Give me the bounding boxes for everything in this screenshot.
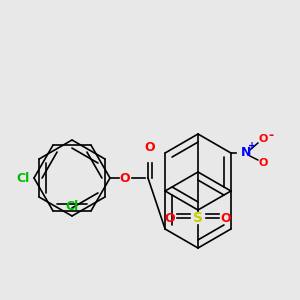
Text: O: O (145, 141, 155, 154)
Text: N: N (241, 146, 251, 160)
Text: O: O (165, 212, 175, 224)
Text: Cl: Cl (65, 200, 79, 213)
Text: O: O (120, 172, 130, 184)
Text: S: S (193, 211, 203, 225)
Text: Cl: Cl (17, 172, 30, 184)
Text: -: - (268, 128, 274, 142)
Text: O: O (221, 212, 231, 224)
Text: O: O (258, 134, 268, 144)
Text: +: + (248, 141, 256, 151)
Text: O: O (258, 158, 268, 168)
